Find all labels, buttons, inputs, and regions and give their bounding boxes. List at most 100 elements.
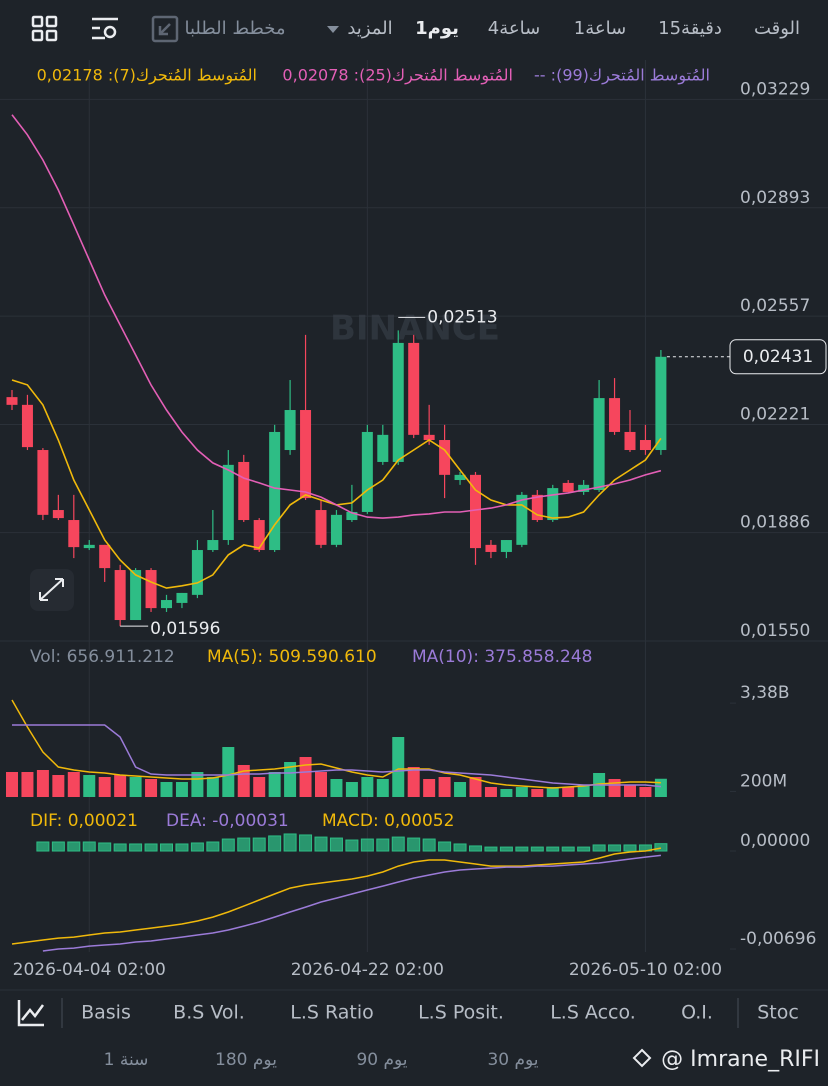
current-price: 0,02431	[743, 347, 813, 367]
timeframe-tab[interactable]: المزيد	[347, 18, 392, 39]
macd-histogram-bar	[67, 841, 81, 852]
expand-button[interactable]	[30, 569, 74, 611]
candle-body	[284, 410, 296, 451]
volume-bar	[67, 772, 80, 797]
timeframe-tab[interactable]: 4ساعة	[488, 18, 540, 39]
y-tick-label: 3,38B	[740, 683, 790, 703]
timeframe-tab[interactable]: الوقت	[754, 18, 800, 39]
volume-legend: Vol: 656.911.212	[30, 647, 175, 667]
volume-bar	[145, 779, 158, 797]
macd-histogram-bar	[144, 843, 158, 852]
macd-histogram-bar	[592, 844, 606, 852]
macd-histogram-bar	[283, 833, 297, 852]
volume-bar	[392, 737, 405, 797]
candle-body	[300, 410, 312, 499]
macd-histogram-bar	[484, 846, 498, 852]
candle-body	[191, 550, 203, 595]
volume-bar	[407, 767, 420, 797]
candle-body	[269, 431, 281, 551]
volume-bar	[284, 762, 297, 797]
range-tab[interactable]: 30 يوم	[487, 1050, 538, 1070]
timeframe-tab[interactable]: مخطط الطلبا	[185, 18, 286, 39]
volume-bar	[330, 779, 343, 797]
candle-body	[161, 600, 172, 609]
volume-bar	[299, 757, 312, 797]
macd-histogram-bar	[608, 844, 622, 852]
indicator-tab[interactable]: L.S Acco.	[550, 1002, 636, 1024]
y-tick-label: 0,02221	[740, 405, 810, 425]
watermark-text: @ Imrane_RIFI	[661, 1047, 820, 1072]
price-box	[729, 339, 827, 375]
volume-ma-line	[12, 724, 661, 788]
macd-line	[42, 854, 661, 952]
macd-histogram-bar	[391, 836, 405, 852]
macd-histogram-bar	[51, 841, 65, 852]
volume-bar	[639, 787, 652, 797]
volume-bar	[562, 787, 575, 797]
legend-entry: MA(5): 509.590.610	[207, 647, 377, 667]
watermark-logo	[632, 1048, 652, 1068]
moving-average-line	[11, 114, 662, 519]
range-tab[interactable]: 90 يوم	[356, 1050, 407, 1070]
volume-bar	[222, 747, 235, 797]
orderbook-icon[interactable]	[151, 15, 179, 43]
volume-bar	[52, 775, 65, 797]
range-tab[interactable]: 1 سنة	[104, 1050, 149, 1070]
candle-body	[68, 520, 80, 548]
dropdown-arrow	[327, 26, 339, 33]
volume-bar	[160, 782, 173, 797]
macd-histogram-bar	[206, 841, 220, 852]
low-label: 0,01596	[150, 619, 220, 639]
macd-histogram-bar	[422, 838, 436, 852]
candle-body	[639, 440, 651, 451]
macd-line	[11, 847, 662, 945]
candle-body	[547, 488, 559, 521]
macd-histogram-bar	[314, 836, 328, 852]
timeframe-tab[interactable]: 15دقيقة	[658, 18, 722, 39]
volume-bar	[546, 787, 559, 797]
volume-bar	[6, 772, 18, 797]
x-tick-label: 2026-04-22 02:00	[291, 960, 444, 980]
candle-body	[593, 398, 605, 491]
macd-histogram-bar	[499, 846, 513, 852]
range-tab[interactable]: 180 يوم	[215, 1050, 277, 1070]
indicator-tab[interactable]: Stoc	[757, 1002, 799, 1024]
volume-bar	[624, 785, 636, 797]
macd-histogram-bar	[438, 841, 452, 852]
macd-histogram-bar	[407, 837, 421, 852]
indicator-tab[interactable]: O.I.	[681, 1002, 713, 1024]
candle-body	[470, 474, 481, 549]
indicator-tab[interactable]: Basis	[81, 1002, 131, 1024]
macd-histogram-bar	[160, 843, 173, 852]
indicator-tab[interactable]: L.S Posit.	[418, 1002, 504, 1024]
candle-body	[609, 398, 621, 432]
candle-body	[99, 544, 111, 569]
settings-icon[interactable]	[92, 17, 118, 40]
legend-entry: 0,02178 :المُتوسط المُتحرك(7)	[37, 66, 257, 86]
indicator-tab[interactable]: B.S Vol.	[173, 1002, 245, 1024]
volume-bar	[268, 772, 281, 797]
volume-bar	[206, 777, 219, 797]
candle-body	[114, 570, 126, 621]
volume-bar	[253, 777, 266, 797]
macd-histogram-bar	[190, 842, 204, 852]
y-tick-label: 0,03229	[740, 79, 810, 99]
legend-entry: -- :المُتوسط المُتحرك(99)	[534, 66, 710, 86]
timeframe-tab[interactable]: 1يوم	[415, 18, 459, 39]
macd-histogram-bar	[577, 846, 591, 852]
candle-body	[500, 540, 512, 552]
macd-histogram-bar	[453, 843, 467, 852]
x-tick-label: 2026-04-04 02:00	[13, 960, 166, 980]
timeframe-tab[interactable]: 1ساعة	[574, 18, 626, 39]
volume-bar	[129, 777, 142, 797]
candle-body	[315, 510, 327, 545]
candle-body	[145, 570, 157, 609]
grid-icon[interactable]	[31, 15, 58, 42]
indicator-tab[interactable]: L.S Ratio	[290, 1002, 374, 1024]
volume-bar	[454, 782, 467, 797]
chart-type-icon[interactable]	[17, 1000, 45, 1027]
candle-body	[253, 520, 265, 551]
high-label: 0,02513	[427, 307, 497, 327]
